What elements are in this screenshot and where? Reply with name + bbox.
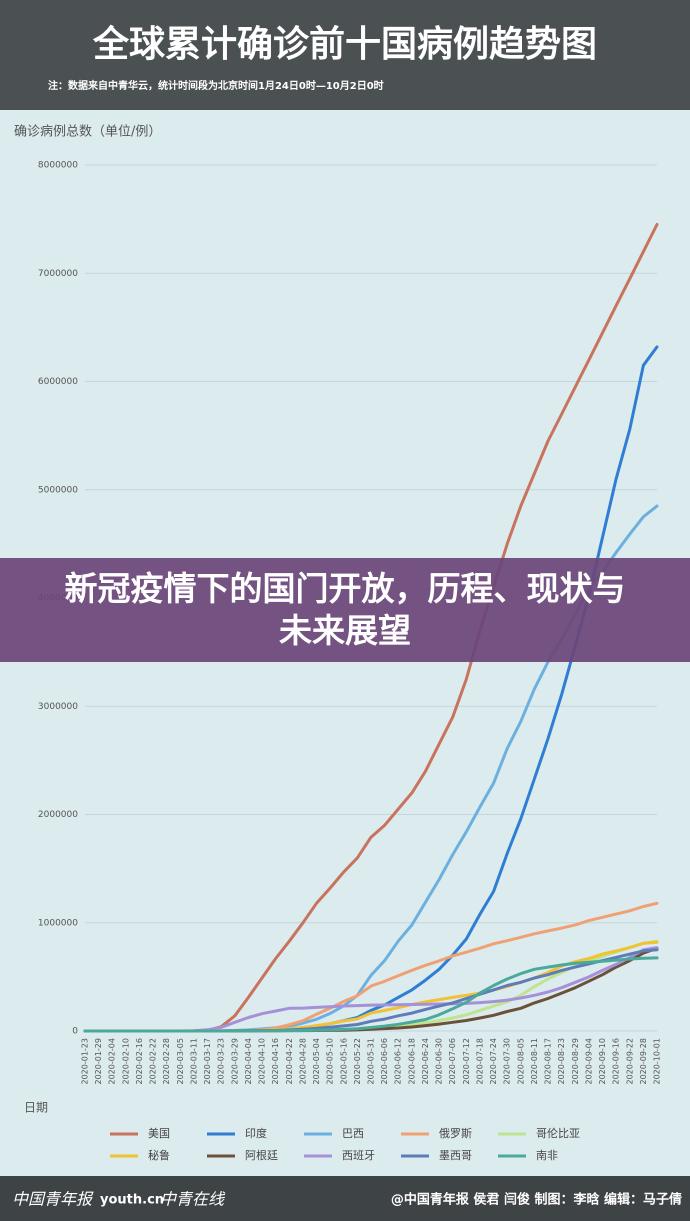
footer-logo: 中国青年报 bbox=[12, 1190, 94, 1209]
legend-label: 美国 bbox=[148, 1127, 170, 1140]
x-tick-label: 2020-06-12 bbox=[394, 1038, 403, 1085]
chart-subtitle: 注：数据来自中青华云，统计时间段为北京时间1月24日0时—10月2日0时 bbox=[48, 79, 384, 92]
banner: 新冠疫情下的国门开放，历程、现状与未来展望 bbox=[0, 558, 690, 662]
x-tick-label: 2020-09-16 bbox=[612, 1038, 621, 1085]
x-tick-label: 2020-03-29 bbox=[230, 1038, 239, 1085]
x-tick-label: 2020-08-23 bbox=[557, 1038, 566, 1085]
x-tick-label: 2020-03-23 bbox=[217, 1038, 226, 1085]
y-tick-label: 8000000 bbox=[38, 161, 78, 171]
legend-label: 墨西哥 bbox=[439, 1149, 472, 1162]
x-tick-label: 2020-06-06 bbox=[380, 1038, 389, 1085]
x-tick-label: 2020-05-31 bbox=[367, 1038, 376, 1085]
x-tick-label: 2020-01-23 bbox=[81, 1038, 90, 1085]
x-tick-label: 2020-05-04 bbox=[312, 1038, 321, 1085]
x-tick-label: 2020-06-18 bbox=[407, 1038, 416, 1085]
x-tick-label: 2020-02-22 bbox=[149, 1038, 158, 1085]
y-tick-label: 1000000 bbox=[38, 918, 78, 928]
x-tick-label: 2020-03-17 bbox=[203, 1038, 212, 1085]
x-tick-label: 2020-08-05 bbox=[516, 1038, 525, 1085]
x-tick-label: 2020-01-29 bbox=[94, 1038, 103, 1085]
footer-band bbox=[0, 1176, 690, 1221]
legend-label: 哥伦比亚 bbox=[536, 1126, 580, 1140]
x-tick-label: 2020-08-17 bbox=[544, 1038, 553, 1085]
x-tick-label: 2020-09-04 bbox=[584, 1038, 593, 1085]
y-tick-label: 0 bbox=[72, 1027, 78, 1037]
series-line bbox=[83, 956, 659, 1033]
x-tick-label: 2020-08-29 bbox=[571, 1038, 580, 1085]
footer-credit: @中国青年报 侯君 闫俊 制图：李晗 编辑：马子倩 bbox=[391, 1192, 682, 1208]
x-tick-label: 2020-10-01 bbox=[653, 1038, 662, 1085]
y-tick-label: 2000000 bbox=[38, 810, 78, 820]
x-tick-label: 2020-07-18 bbox=[475, 1038, 484, 1085]
legend-label: 秘鲁 bbox=[148, 1148, 170, 1162]
y-tick-label: 3000000 bbox=[38, 702, 78, 712]
x-tick-label: 2020-07-12 bbox=[462, 1038, 471, 1085]
series-line bbox=[83, 946, 659, 1033]
legend-label: 南非 bbox=[536, 1149, 558, 1162]
x-tick-label: 2020-04-16 bbox=[271, 1038, 280, 1085]
legend-label: 阿根廷 bbox=[245, 1148, 278, 1162]
x-tick-label: 2020-02-28 bbox=[162, 1038, 171, 1085]
x-tick-label: 2020-07-30 bbox=[503, 1038, 512, 1085]
x-tick-label: 2020-05-22 bbox=[353, 1038, 362, 1085]
legend-label: 印度 bbox=[245, 1126, 267, 1140]
x-tick-label: 2020-09-28 bbox=[639, 1038, 648, 1085]
x-tick-label: 2020-04-04 bbox=[244, 1038, 253, 1085]
x-tick-label: 2020-07-24 bbox=[489, 1038, 498, 1085]
y-tick-label: 6000000 bbox=[38, 377, 78, 387]
x-tick-label: 2020-05-16 bbox=[339, 1038, 348, 1085]
x-tick-label: 2020-04-22 bbox=[285, 1038, 294, 1085]
x-tick-label: 2020-06-24 bbox=[421, 1038, 430, 1085]
x-tick-label: 2020-03-05 bbox=[176, 1038, 185, 1085]
x-tick-label: 2020-02-04 bbox=[108, 1038, 117, 1085]
x-tick-label: 2020-09-10 bbox=[598, 1038, 607, 1085]
legend-label: 俄罗斯 bbox=[439, 1127, 472, 1140]
x-tick-label: 2020-03-11 bbox=[189, 1038, 198, 1085]
legend-label: 西班牙 bbox=[342, 1149, 375, 1162]
x-tick-label: 2020-02-10 bbox=[121, 1038, 130, 1085]
footer-logo: 中青在线 bbox=[160, 1190, 226, 1209]
x-tick-label: 2020-09-22 bbox=[625, 1038, 634, 1085]
x-tick-label: 2020-08-11 bbox=[530, 1038, 539, 1085]
x-tick-label: 2020-04-28 bbox=[298, 1038, 307, 1085]
banner-title: 新冠疫情下的国门开放，历程、现状与未来展望 bbox=[64, 569, 626, 650]
y-tick-label: 5000000 bbox=[38, 485, 78, 495]
x-tick-label: 2020-06-30 bbox=[435, 1038, 444, 1085]
y-axis-label: 确诊病例总数（单位/例） bbox=[14, 125, 161, 140]
chart-title: 全球累计确诊前十国病例趋势图 bbox=[92, 23, 597, 65]
x-tick-label: 2020-05-10 bbox=[326, 1038, 335, 1085]
header-band bbox=[0, 0, 690, 110]
footer-logo: youth.cn bbox=[100, 1193, 164, 1208]
x-tick-label: 2020-04-10 bbox=[258, 1038, 267, 1085]
x-tick-label: 2020-07-06 bbox=[448, 1038, 457, 1085]
series-line bbox=[83, 345, 659, 1033]
legend-label: 巴西 bbox=[342, 1127, 364, 1140]
y-tick-label: 7000000 bbox=[38, 269, 78, 279]
x-tick-label: 2020-02-16 bbox=[135, 1038, 144, 1085]
x-axis-label: 日期 bbox=[24, 1101, 48, 1115]
